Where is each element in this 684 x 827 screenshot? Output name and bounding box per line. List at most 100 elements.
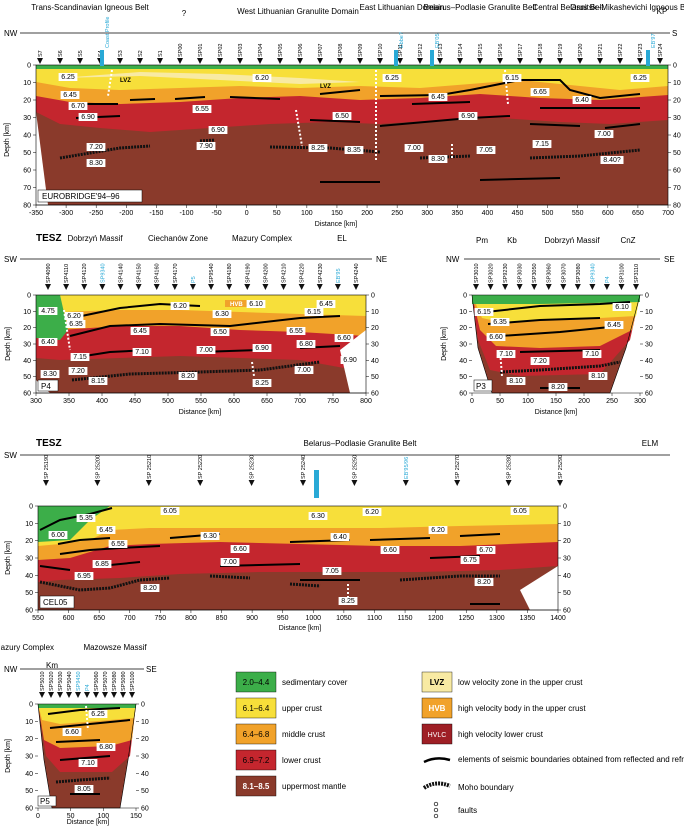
velocity-label: 6.40 (333, 534, 347, 541)
region-label: TESZ (36, 438, 62, 449)
shot-point-label: SP 25190 (44, 455, 50, 479)
svg-text:2.0–4.4: 2.0–4.4 (243, 678, 270, 687)
shot-point-triangle-icon (545, 284, 552, 290)
shot-point-triangle-icon (94, 480, 101, 486)
shot-point-triangle-icon (637, 58, 643, 64)
velocity-label: 6.80 (99, 744, 113, 751)
y-tick-label: 30 (645, 342, 653, 349)
x-tick-label: 150 (550, 398, 562, 405)
y-tick-label: 40 (25, 573, 33, 580)
x-tick-label: -300 (59, 210, 73, 217)
shot-point-triangle-icon (589, 284, 596, 290)
shot-point-label: SP4120 (82, 263, 88, 283)
velocity-label: 7.10 (499, 351, 513, 358)
shot-point-label: SP 25210 (147, 455, 153, 479)
end-label: KP (657, 7, 668, 16)
x-tick-label: 900 (246, 615, 258, 622)
shot-point-label: SP4160 (155, 263, 161, 283)
reflector-icon (423, 757, 451, 764)
y-tick-label: 20 (25, 736, 33, 743)
y-tick-label: 30 (563, 556, 571, 563)
shot-point-label: SP9540 (209, 263, 215, 283)
shot-point-triangle-icon (43, 480, 49, 486)
shot-point-label: SP06 (298, 44, 304, 57)
shot-point-label: SP4240 (354, 263, 360, 283)
y-tick-label: 40 (459, 358, 467, 365)
velocity-label: 6.60 (383, 547, 397, 554)
shot-point-label: P4 (605, 276, 611, 283)
direction-right: S (672, 29, 677, 38)
x-tick-label: 850 (216, 615, 228, 622)
direction-right: NE (376, 255, 387, 264)
shot-point-label: EB'95/96 (404, 457, 410, 479)
direction-left: NW (446, 255, 460, 264)
shot-point-triangle-icon (262, 284, 269, 290)
shot-point-label: SP3100 (619, 263, 625, 283)
x-tick-label: 550 (572, 210, 584, 217)
shot-point-triangle-icon (57, 58, 63, 64)
shot-point-label: SP07 (318, 44, 324, 57)
y-tick-label: 40 (141, 771, 149, 778)
shot-point-triangle-icon (497, 58, 503, 64)
shot-point-triangle-icon (657, 58, 663, 64)
region-label: West Lithuanian Granulite Domain (237, 7, 359, 16)
shot-point-triangle-icon (417, 58, 423, 64)
shot-point-triangle-icon (135, 284, 142, 290)
velocity-label: 8.10 (509, 378, 523, 385)
y-tick-label: 10 (23, 309, 31, 316)
x-tick-label: 350 (63, 398, 75, 405)
legend-reflector: elements of seismic boundaries obtained … (423, 755, 684, 764)
shot-point-triangle-icon (48, 692, 54, 698)
velocity-label: 6.35 (69, 321, 83, 328)
velocity-label: 6.85 (95, 561, 109, 568)
y-tick-label: 0 (645, 293, 649, 300)
y-tick-label: 30 (25, 556, 33, 563)
velocity-label: 8.20 (551, 384, 565, 391)
shot-point-label: S2 (138, 50, 144, 57)
shot-point-triangle-icon (457, 58, 463, 64)
y-tick-label: 60 (645, 391, 653, 398)
velocity-label: 6.10 (249, 301, 263, 308)
y-axis-label: Depth [km] (5, 739, 12, 773)
y-tick-label: 40 (23, 358, 31, 365)
svg-text:6.1–6.4: 6.1–6.4 (243, 704, 270, 713)
velocity-label: 7.00 (223, 559, 237, 566)
shot-point-label: SP19 (558, 44, 564, 57)
region-label: Osnitsk–Mikashevichi Igneous Belt (570, 3, 684, 12)
x-tick-label: 700 (294, 398, 306, 405)
y-tick-label: 20 (23, 98, 31, 105)
y-tick-label: 0 (673, 63, 677, 70)
velocity-label: 7.15 (73, 354, 87, 361)
lvz-label: LVZ (320, 84, 331, 90)
shot-point-label: SP4090 (46, 263, 52, 283)
legend-hvlc: HVLC high velocity lower crust (421, 723, 544, 745)
p5-panel: Mazury Complex Km Mazowsze Massif NW SE … (0, 643, 157, 826)
shot-point-triangle-icon (487, 284, 494, 290)
shot-point-label: SP9340 (590, 263, 596, 283)
velocity-label: 8.20 (477, 579, 491, 586)
shot-point-label: SP5030 (58, 671, 64, 691)
legend: 2.0–4.4 sedimentary cover 6.1–6.4 upper … (235, 671, 684, 819)
region-label: Kb (507, 236, 517, 245)
velocity-label: 6.25 (61, 74, 75, 81)
y-tick-label: 40 (645, 358, 653, 365)
x-tick-label: 150 (331, 210, 343, 217)
shot-point-label: SP03 (238, 44, 244, 57)
shot-point-label: SP3010 (474, 263, 480, 283)
svg-text:middle crust: middle crust (282, 730, 326, 739)
shot-point-label: SP3070 (561, 263, 567, 283)
shot-point-label: SP11 (398, 44, 404, 57)
x-tick-label: 750 (327, 398, 339, 405)
shot-point-triangle-icon (317, 58, 323, 64)
velocity-label: 6.30 (203, 533, 217, 540)
shot-point-label: SP 25240 (301, 455, 307, 479)
shot-point-triangle-icon (237, 58, 243, 64)
x-tick-label: 100 (97, 813, 109, 820)
svg-text:elements of seismic boundaries: elements of seismic boundaries obtained … (458, 755, 684, 764)
velocity-label: 6.55 (111, 541, 125, 548)
shot-point-triangle-icon (557, 58, 563, 64)
x-tick-label: 250 (606, 398, 618, 405)
shot-point-triangle-icon (577, 58, 583, 64)
svg-text:upper crust: upper crust (282, 704, 323, 713)
x-tick-label: 50 (67, 813, 75, 820)
